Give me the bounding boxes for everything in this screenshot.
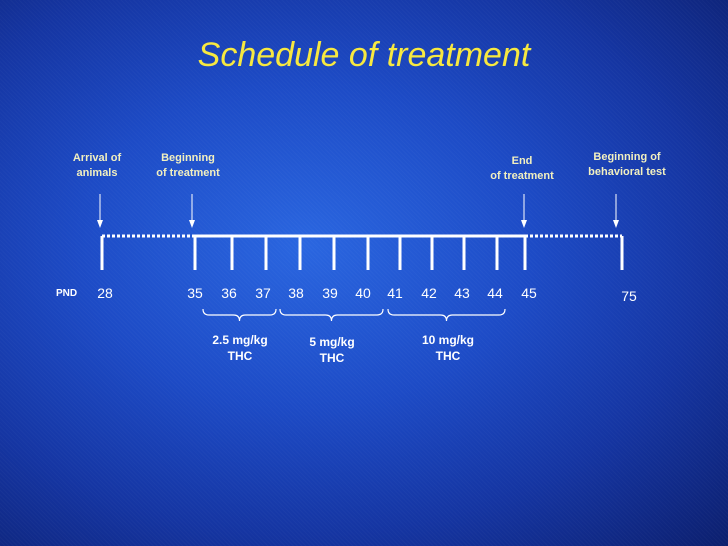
slide-title: Schedule of treatment <box>197 36 531 74</box>
dose-label-5: 5 mg/kg THC <box>309 335 355 365</box>
event-label-behavioral-test: Beginning of behavioral test <box>588 151 666 178</box>
event-label-treatment-start: Beginning of treatment <box>156 152 220 179</box>
day-label-41: 41 <box>387 285 403 301</box>
pnd-label: PND <box>56 288 78 299</box>
event-label-arrival: Arrival of animals <box>72 152 122 179</box>
day-label-38: 38 <box>288 285 304 301</box>
event-arrow-head-35 <box>189 220 195 228</box>
day-label-75: 75 <box>621 288 637 304</box>
event-label-treatment-end: End of treatment <box>490 155 554 182</box>
day-label-44: 44 <box>487 285 503 301</box>
dose-brace-1 <box>279 308 384 322</box>
event-arrow-head-28 <box>97 220 103 228</box>
event-arrow-head-45 <box>521 220 527 228</box>
dose-label-10: 10 mg/kg THC <box>421 333 475 363</box>
day-label-43: 43 <box>454 285 470 301</box>
day-label-39: 39 <box>322 285 338 301</box>
day-label-37: 37 <box>255 285 271 301</box>
day-label-40: 40 <box>355 285 371 301</box>
dose-brace-0 <box>202 308 277 322</box>
dose-label-2-5: 2.5 mg/kg THC <box>212 333 268 363</box>
day-label-45: 45 <box>521 285 537 301</box>
dose-brace-2 <box>387 308 506 322</box>
day-label-42: 42 <box>421 285 437 301</box>
event-arrow-head-75 <box>613 220 619 228</box>
day-label-36: 36 <box>221 285 237 301</box>
day-label-28: 28 <box>97 285 113 301</box>
day-label-35: 35 <box>187 285 203 301</box>
